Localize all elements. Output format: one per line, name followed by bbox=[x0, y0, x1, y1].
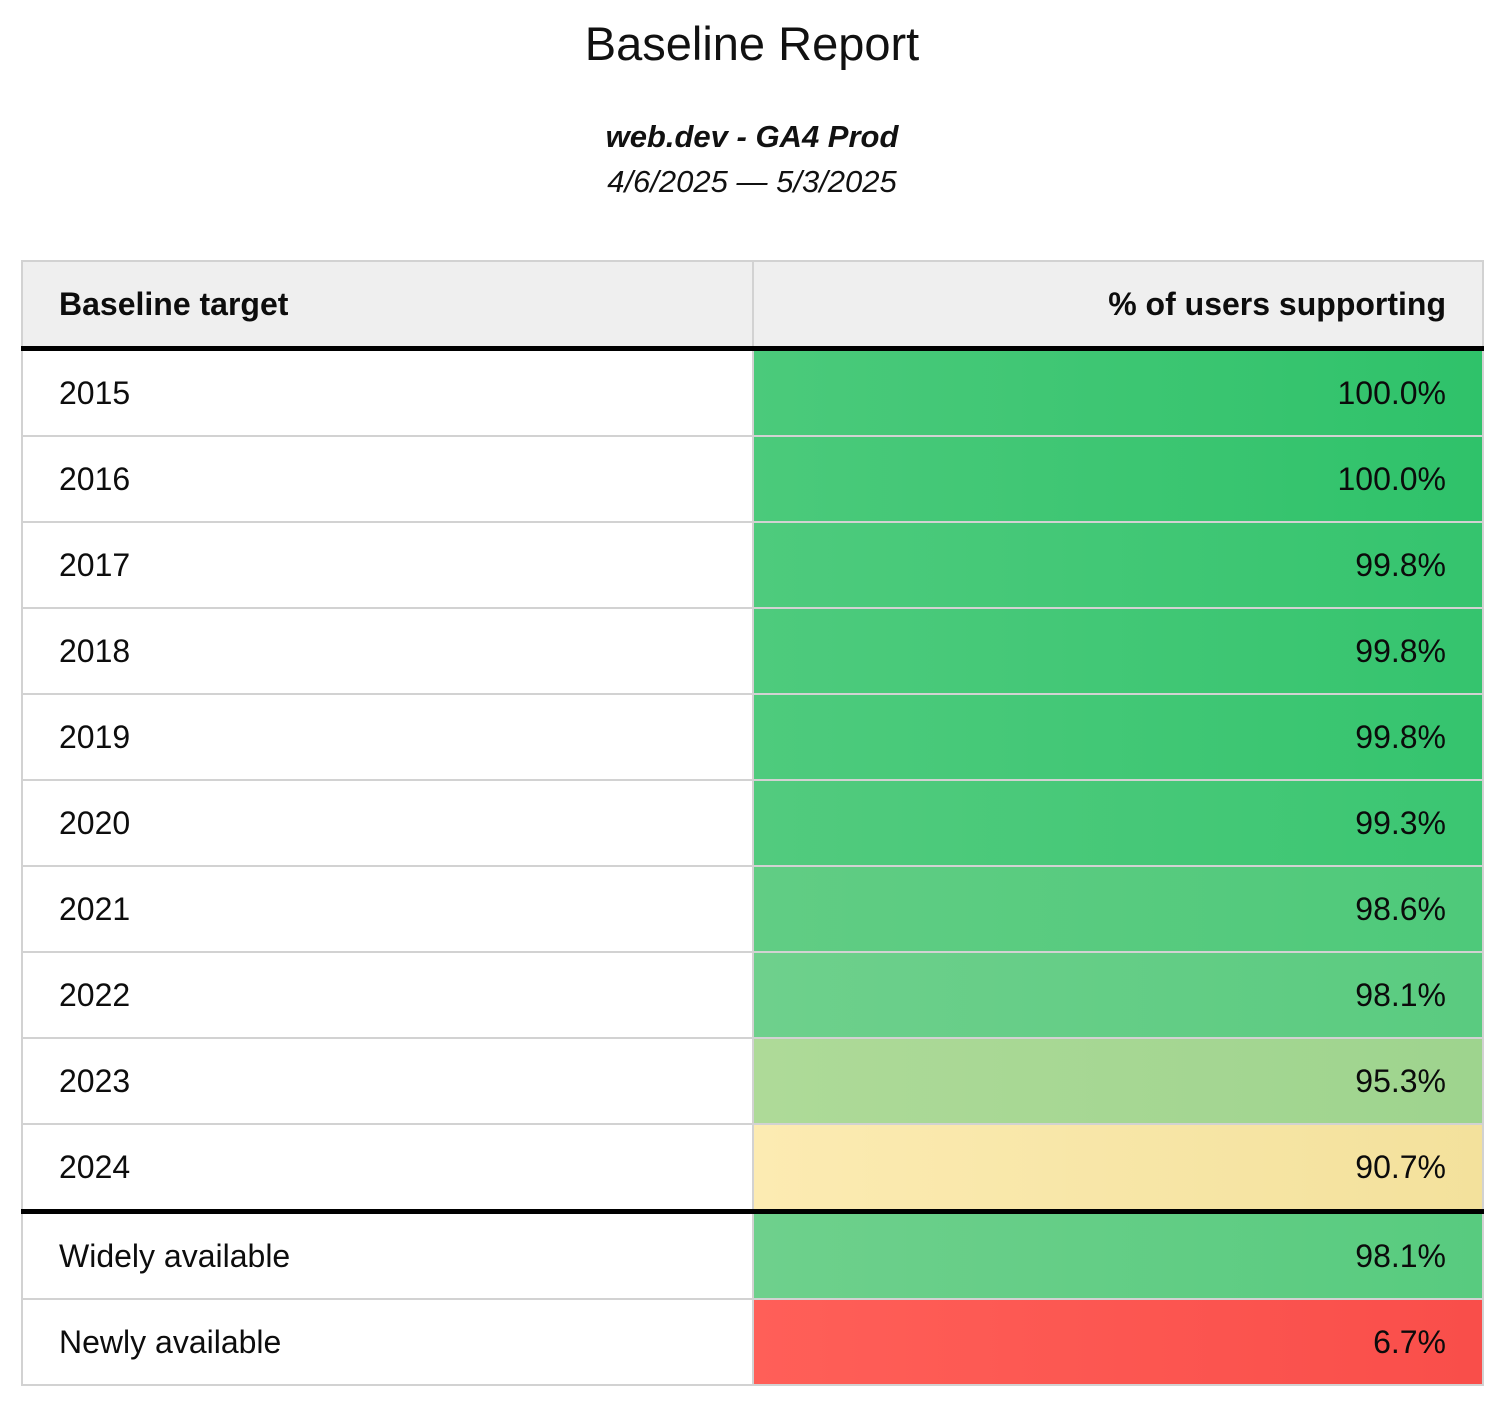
percent-supporting-cell: 99.3% bbox=[751, 779, 1484, 867]
baseline-target-cell: 2021 bbox=[21, 865, 754, 953]
table-row: 2017 99.8% bbox=[21, 521, 1484, 609]
table-row: Newly available 6.7% bbox=[21, 1298, 1484, 1386]
percent-supporting-cell: 100.0% bbox=[751, 347, 1484, 437]
table-body: 2015 100.0% 2016 100.0% 2017 99.8% 2018 … bbox=[21, 347, 1484, 1386]
column-header-percent-users-supporting: % of users supporting bbox=[751, 260, 1484, 351]
table-header-row: Baseline target % of users supporting bbox=[21, 260, 1484, 351]
percent-supporting-cell: 99.8% bbox=[751, 607, 1484, 695]
column-header-baseline-target: Baseline target bbox=[21, 260, 754, 351]
baseline-target-cell: 2023 bbox=[21, 1037, 754, 1125]
baseline-target-cell: 2020 bbox=[21, 779, 754, 867]
table-row: 2023 95.3% bbox=[21, 1037, 1484, 1125]
percent-supporting-cell: 99.8% bbox=[751, 693, 1484, 781]
page-title: Baseline Report bbox=[584, 17, 920, 70]
baseline-target-cell: Newly available bbox=[21, 1298, 754, 1386]
report-date-range: 4/6/2025 — 5/3/2025 bbox=[607, 164, 897, 199]
baseline-support-table: Baseline target % of users supporting 20… bbox=[21, 260, 1484, 1386]
table-row: 2020 99.3% bbox=[21, 779, 1484, 867]
percent-supporting-cell: 90.7% bbox=[751, 1123, 1484, 1213]
baseline-target-cell: 2017 bbox=[21, 521, 754, 609]
percent-supporting-cell: 98.6% bbox=[751, 865, 1484, 953]
table-row: 2015 100.0% bbox=[21, 347, 1484, 437]
table-row: 2021 98.6% bbox=[21, 865, 1484, 953]
table-row: 2016 100.0% bbox=[21, 435, 1484, 523]
percent-supporting-cell: 6.7% bbox=[751, 1298, 1484, 1386]
baseline-target-cell: 2019 bbox=[21, 693, 754, 781]
baseline-target-cell: 2024 bbox=[21, 1123, 754, 1213]
baseline-target-cell: 2018 bbox=[21, 607, 754, 695]
percent-supporting-cell: 99.8% bbox=[751, 521, 1484, 609]
baseline-target-cell: Widely available bbox=[21, 1209, 754, 1300]
baseline-target-cell: 2015 bbox=[21, 347, 754, 437]
table-row: Widely available 98.1% bbox=[21, 1209, 1484, 1300]
report-source-subtitle: web.dev - GA4 Prod bbox=[605, 119, 899, 154]
table-row: 2018 99.8% bbox=[21, 607, 1484, 695]
percent-supporting-cell: 98.1% bbox=[751, 951, 1484, 1039]
table-row: 2022 98.1% bbox=[21, 951, 1484, 1039]
table-row: 2019 99.8% bbox=[21, 693, 1484, 781]
baseline-target-cell: 2022 bbox=[21, 951, 754, 1039]
percent-supporting-cell: 100.0% bbox=[751, 435, 1484, 523]
table-row: 2024 90.7% bbox=[21, 1123, 1484, 1213]
percent-supporting-cell: 95.3% bbox=[751, 1037, 1484, 1125]
percent-supporting-cell: 98.1% bbox=[751, 1209, 1484, 1300]
baseline-target-cell: 2016 bbox=[21, 435, 754, 523]
